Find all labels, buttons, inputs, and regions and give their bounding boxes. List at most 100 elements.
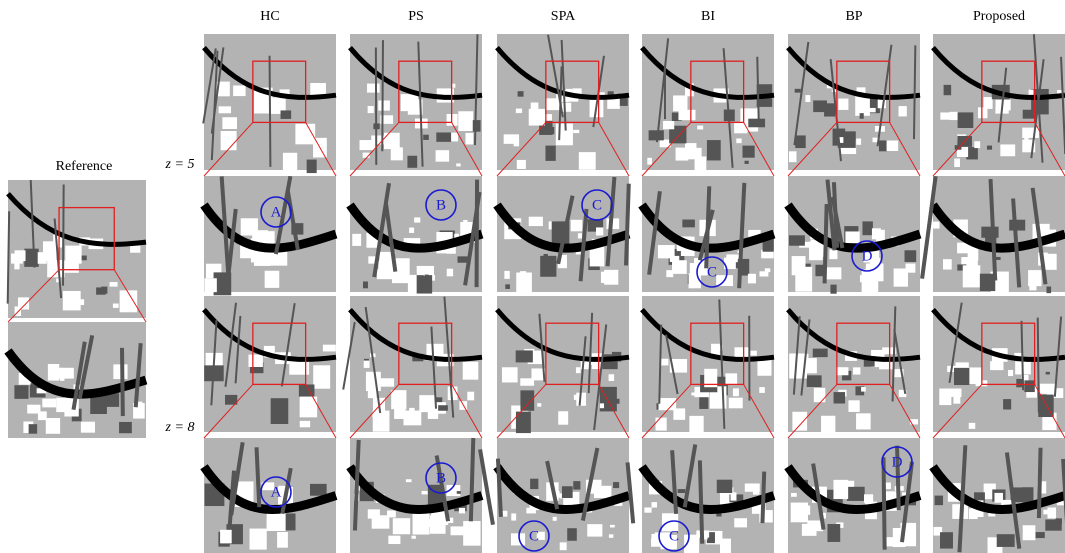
annotation-label: C <box>707 264 717 280</box>
image-patch <box>899 106 907 116</box>
image-patch <box>691 417 697 424</box>
image-patch <box>393 518 410 534</box>
image-patch <box>682 220 695 228</box>
image-patch <box>647 158 652 165</box>
column-label: Proposed <box>973 9 1025 24</box>
image-patch <box>48 364 59 381</box>
image-patch <box>265 271 280 288</box>
image-patch <box>978 107 987 118</box>
zoom-image <box>642 438 774 553</box>
image-patch <box>1024 134 1028 139</box>
image-patch <box>980 274 995 291</box>
image-patch <box>1024 380 1034 392</box>
image <box>933 34 1065 170</box>
image-patch <box>63 261 79 273</box>
image-patch <box>905 250 917 262</box>
image-patch <box>748 119 765 128</box>
annotation-label: D <box>892 454 903 470</box>
image-patch <box>604 270 618 285</box>
image-patch <box>204 278 216 292</box>
image-patch <box>384 133 400 149</box>
image-patch <box>459 508 465 513</box>
image-patch <box>954 368 969 385</box>
image-patch <box>676 148 689 161</box>
image-patch <box>791 493 797 497</box>
image-patch <box>795 135 805 148</box>
image-patch <box>409 228 414 233</box>
image-patch <box>596 227 603 235</box>
row-label: z = 8 <box>165 420 195 435</box>
image-patch <box>560 542 567 550</box>
zoom-image <box>788 176 920 294</box>
image-patch <box>734 122 747 133</box>
image-patch <box>856 138 861 144</box>
image-patch <box>856 413 871 429</box>
image-patch <box>693 148 701 158</box>
image-patch <box>807 375 822 387</box>
zoom-image <box>350 438 493 553</box>
image-patch <box>553 517 557 521</box>
image-patch <box>440 137 446 140</box>
image-patch <box>456 163 460 166</box>
image-patch <box>307 160 317 174</box>
image-patch <box>46 418 60 434</box>
image-patch <box>505 284 510 289</box>
image-patch <box>529 217 543 226</box>
column-label: BP <box>845 9 862 24</box>
image-patch <box>516 350 533 362</box>
image-patch <box>567 528 577 541</box>
image-patch <box>430 515 446 533</box>
zoom-image <box>497 176 629 295</box>
image-patch <box>422 491 428 494</box>
image-patch <box>573 130 579 133</box>
image-patch <box>745 483 760 491</box>
annotation-label: D <box>862 248 873 264</box>
image-patch <box>465 133 473 145</box>
image-patch <box>406 479 412 482</box>
image-patch <box>368 509 380 518</box>
image-patch <box>451 526 466 535</box>
image-patch <box>759 271 768 276</box>
image-patch <box>530 479 538 489</box>
image-patch <box>554 230 562 234</box>
image-patch <box>940 532 953 548</box>
image-patch <box>407 156 417 168</box>
image-patch <box>994 493 1002 503</box>
image-patch <box>795 89 801 93</box>
image-patch <box>1016 379 1022 387</box>
image-patch <box>412 536 416 539</box>
image-patch <box>887 141 899 151</box>
image-patch <box>717 480 733 493</box>
figure: Reference z = 5 z = 8 HCPSSPABIBPPropose… <box>0 0 1065 553</box>
image-patch <box>678 110 695 120</box>
image-patch <box>1023 525 1036 540</box>
image-patch <box>391 147 403 160</box>
image-patch <box>1008 370 1013 376</box>
image <box>642 34 774 174</box>
image-patch <box>520 271 526 274</box>
image <box>8 180 146 318</box>
image-patch <box>447 269 453 277</box>
image-patch <box>81 422 95 433</box>
image-patch <box>829 250 837 260</box>
image-patch <box>789 151 797 162</box>
image-patch <box>879 361 892 369</box>
image-patch <box>63 291 81 310</box>
zoom-image <box>204 176 336 295</box>
image-patch <box>571 220 583 231</box>
image-patch <box>736 138 741 143</box>
stream <box>762 472 764 524</box>
image-patch <box>545 146 555 161</box>
image-patch <box>848 400 859 412</box>
image-patch <box>543 254 547 259</box>
image-patch <box>119 422 132 433</box>
annotation-label: C <box>669 528 679 544</box>
image-patch <box>838 99 848 110</box>
image-patch <box>866 263 884 281</box>
image-patch <box>409 408 414 416</box>
image-patch <box>545 127 554 134</box>
image-patch <box>113 304 119 308</box>
image-patch <box>409 283 413 288</box>
stream <box>471 438 473 521</box>
image-patch <box>562 103 571 112</box>
